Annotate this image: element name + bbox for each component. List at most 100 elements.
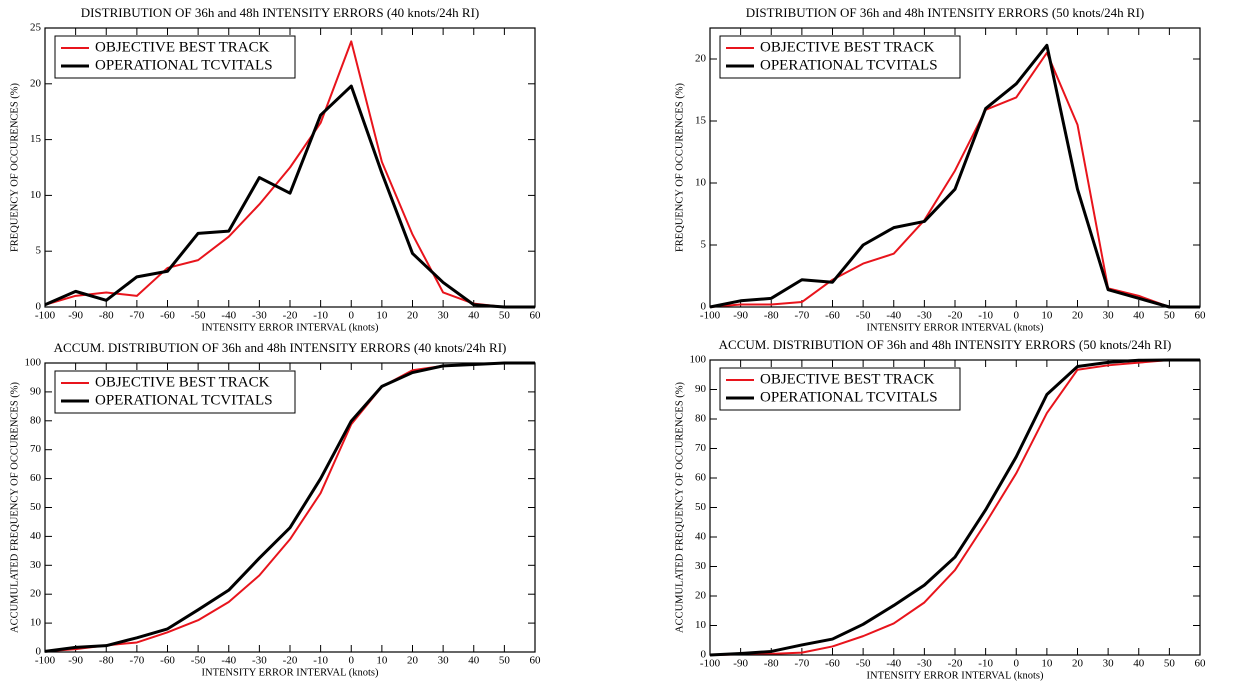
x-tick-label: 0 — [349, 655, 355, 667]
legend-box — [54, 370, 296, 414]
x-tick-label: 40 — [468, 655, 480, 667]
x-tick-label: -30 — [917, 658, 932, 670]
legend-label: OBJECTIVE BEST TRACK — [760, 371, 935, 387]
plot-frame — [44, 362, 536, 653]
x-tick-label: -60 — [825, 658, 840, 670]
x-tick-label: -30 — [252, 655, 267, 667]
x-tick-label: -80 — [764, 658, 779, 670]
y-tick-label: 60 — [30, 472, 42, 484]
x-tick-label: 60 — [1195, 658, 1207, 670]
x-tick-label: 40 — [468, 310, 480, 322]
x-tick-label: 20 — [1072, 658, 1084, 670]
chart-title: ACCUM. DISTRIBUTION OF 36h and 48h INTEN… — [54, 340, 507, 355]
y-axis-label: FREQUENCY OF OCCURENCES (%) — [674, 82, 685, 252]
x-tick-label: -90 — [68, 655, 83, 667]
legend-label: OPERATIONAL TCVITALS — [760, 389, 938, 405]
x-tick-label: 60 — [530, 310, 542, 322]
x-tick-label: -60 — [160, 655, 175, 667]
legend-label: OBJECTIVE BEST TRACK — [760, 39, 935, 55]
y-tick-label: 0 — [701, 301, 707, 313]
x-tick-label: 50 — [1164, 658, 1176, 670]
y-tick-label: 0 — [701, 649, 707, 661]
x-tick-label: -100 — [35, 655, 56, 667]
y-tick-label: 100 — [690, 354, 707, 366]
y-tick-label: 20 — [695, 53, 707, 65]
x-tick-label: -30 — [917, 310, 932, 322]
y-tick-label: 80 — [30, 414, 42, 426]
x-tick-label: -40 — [221, 655, 236, 667]
legend-label: OPERATIONAL TCVITALS — [95, 57, 273, 73]
chart-panel: ACCUM. DISTRIBUTION OF 36h and 48h INTEN… — [674, 337, 1206, 681]
x-tick-label: -10 — [313, 655, 328, 667]
y-tick-label: 70 — [695, 442, 707, 454]
x-tick-label: -10 — [313, 310, 328, 322]
y-tick-label: 40 — [30, 530, 42, 542]
y-tick-label: 10 — [30, 617, 42, 629]
x-axis-label: INTENSITY ERROR INTERVAL (knots) — [202, 322, 379, 333]
legend-label: OBJECTIVE BEST TRACK — [95, 39, 270, 55]
x-tick-label: -70 — [130, 655, 145, 667]
chart-title: DISTRIBUTION OF 36h and 48h INTENSITY ER… — [81, 5, 480, 20]
series-line — [44, 40, 535, 308]
x-tick-label: 20 — [407, 655, 419, 667]
x-tick-label: -60 — [160, 310, 175, 322]
plot-frame — [709, 359, 1201, 656]
x-tick-label: -100 — [700, 658, 721, 670]
x-tick-label: -80 — [764, 310, 779, 322]
x-tick-label: -40 — [221, 310, 236, 322]
y-tick-label: 0 — [36, 301, 42, 313]
x-tick-label: -70 — [795, 658, 810, 670]
series-line — [709, 359, 1200, 656]
y-tick-label: 30 — [30, 559, 42, 571]
x-axis-label: INTENSITY ERROR INTERVAL (knots) — [867, 670, 1044, 681]
y-tick-label: 20 — [695, 590, 707, 602]
y-tick-label: 40 — [695, 531, 707, 543]
legend-box — [719, 367, 961, 411]
x-tick-label: -50 — [191, 655, 206, 667]
x-tick-label: -50 — [191, 310, 206, 322]
y-axis-label: ACCUMULATED FREQUENCY OF OCCURENCES (%) — [9, 381, 20, 633]
y-tick-label: 50 — [695, 501, 707, 513]
y-tick-label: 10 — [30, 189, 42, 201]
x-tick-label: 30 — [1103, 658, 1115, 670]
y-tick-label: 20 — [30, 77, 42, 89]
chart-panel: ACCUM. DISTRIBUTION OF 36h and 48h INTEN… — [9, 340, 541, 678]
y-tick-label: 90 — [30, 385, 42, 397]
chart-title: DISTRIBUTION OF 36h and 48h INTENSITY ER… — [746, 5, 1145, 20]
y-tick-label: 50 — [30, 501, 42, 513]
x-tick-label: 30 — [438, 310, 450, 322]
x-tick-label: -80 — [99, 655, 114, 667]
x-tick-label: -70 — [795, 310, 810, 322]
x-tick-label: 60 — [530, 655, 542, 667]
x-tick-label: 30 — [438, 655, 450, 667]
x-tick-label: -20 — [283, 310, 298, 322]
x-tick-label: -50 — [856, 658, 871, 670]
x-tick-label: -90 — [733, 658, 748, 670]
x-axis-label: INTENSITY ERROR INTERVAL (knots) — [202, 667, 379, 678]
x-tick-label: 20 — [1072, 310, 1084, 322]
x-tick-label: 40 — [1133, 310, 1145, 322]
x-tick-label: -60 — [825, 310, 840, 322]
x-tick-label: 20 — [407, 310, 419, 322]
y-tick-label: 90 — [695, 383, 707, 395]
x-tick-label: 40 — [1133, 658, 1145, 670]
x-tick-label: 0 — [349, 310, 355, 322]
x-tick-label: 0 — [1014, 310, 1020, 322]
y-tick-label: 15 — [30, 133, 42, 145]
x-tick-label: -90 — [733, 310, 748, 322]
x-tick-label: -30 — [252, 310, 267, 322]
legend-box — [54, 35, 296, 79]
y-axis-label: ACCUMULATED FREQUENCY OF OCCURENCES (%) — [674, 381, 685, 633]
x-tick-label: -10 — [978, 658, 993, 670]
y-tick-label: 5 — [36, 245, 42, 257]
chart-panel: DISTRIBUTION OF 36h and 48h INTENSITY ER… — [674, 5, 1206, 333]
y-tick-label: 15 — [695, 115, 707, 127]
x-tick-label: -10 — [978, 310, 993, 322]
x-tick-label: -70 — [130, 310, 145, 322]
chart-panel: DISTRIBUTION OF 36h and 48h INTENSITY ER… — [9, 5, 541, 333]
series-line — [44, 84, 535, 309]
y-tick-label: 30 — [695, 560, 707, 572]
x-tick-label: 0 — [1014, 658, 1020, 670]
